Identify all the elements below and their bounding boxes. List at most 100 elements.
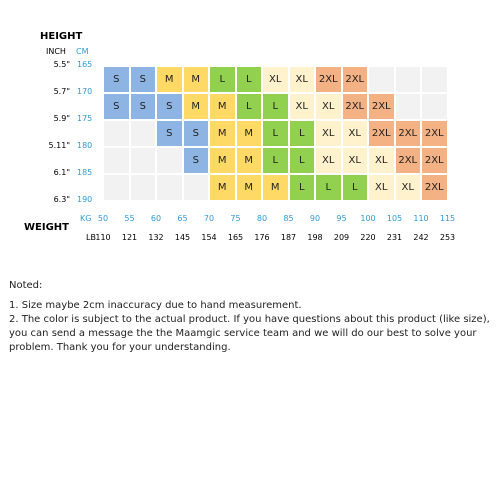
size-cell [129, 147, 156, 174]
inch-value: 5.7" [53, 87, 70, 96]
size-cell [394, 93, 421, 120]
size-cell [421, 93, 448, 120]
size-cell: S [103, 93, 130, 120]
lb-value: 165 [227, 233, 244, 242]
size-cell: XL [262, 66, 289, 93]
kg-value: 110 [413, 214, 429, 223]
size-cell: XL [315, 147, 342, 174]
lb-value: 176 [254, 233, 270, 242]
weight-label: WEIGHT [24, 222, 69, 233]
kg-label: KG [80, 214, 92, 223]
size-cell: M [209, 147, 236, 174]
kg-value: 115 [439, 214, 456, 223]
size-cell: M [262, 174, 289, 201]
kg-value: 105 [386, 214, 403, 223]
size-cell: L [262, 93, 289, 120]
size-cell: XL [368, 174, 395, 201]
size-cell: 2XL [341, 93, 368, 120]
kg-value: 80 [256, 214, 268, 223]
size-cell: L [235, 93, 262, 120]
size-cell [394, 66, 421, 93]
size-cell: XL [315, 93, 342, 120]
lb-value: 253 [439, 233, 456, 242]
size-cell: M [182, 66, 209, 93]
size-cell: XL [288, 66, 315, 93]
note-line: Noted: [9, 280, 43, 291]
kg-value: 95 [336, 214, 347, 223]
cm-value: 185 [77, 168, 93, 177]
kg-value: 50 [97, 214, 109, 223]
size-cell: M [209, 120, 236, 147]
size-cell: S [129, 66, 156, 93]
size-cell: S [103, 66, 130, 93]
size-cell: 2XL [368, 120, 395, 147]
lb-value: 110 [95, 233, 111, 242]
inch-value: 6.3" [53, 195, 70, 204]
lb-value: 220 [360, 233, 376, 242]
cm-label: CM [76, 47, 89, 56]
lb-value: 187 [280, 233, 297, 242]
size-cell: L [209, 66, 236, 93]
lb-value: 231 [386, 233, 403, 242]
size-cell: S [182, 147, 209, 174]
size-cell [103, 120, 130, 147]
size-cell: L [315, 174, 342, 201]
inch-value: 5.11" [48, 141, 71, 150]
cm-value: 180 [77, 141, 93, 150]
size-cell: 2XL [394, 147, 421, 174]
lb-value: 154 [201, 233, 217, 242]
height-label: HEIGHT [40, 31, 83, 42]
kg-value: 100 [360, 214, 376, 223]
size-cell: L [288, 147, 315, 174]
size-cell: S [129, 93, 156, 120]
inch-value: 6.1" [53, 168, 70, 177]
note-line: 2. The color is subject to the actual pr… [9, 314, 490, 353]
kg-value: 55 [124, 214, 135, 223]
size-cell: M [182, 93, 209, 120]
size-cell: L [341, 174, 368, 201]
lb-value: 242 [413, 233, 429, 242]
size-cell: XL [288, 93, 315, 120]
cm-value: 170 [77, 87, 93, 96]
size-cell: XL [341, 120, 368, 147]
inch-label: INCH [46, 47, 66, 56]
cm-value: 190 [77, 195, 93, 204]
size-cell: L [288, 174, 315, 201]
size-cell [129, 120, 156, 147]
size-cell: M [235, 174, 262, 201]
size-cell: XL [368, 147, 395, 174]
size-cell [129, 174, 156, 201]
kg-value: 70 [203, 214, 215, 223]
lb-label: LB [86, 233, 96, 242]
size-cell: L [262, 120, 289, 147]
size-cell: L [235, 66, 262, 93]
kg-value: 75 [230, 214, 241, 223]
size-cell: M [156, 66, 183, 93]
size-cell: 2XL [394, 120, 421, 147]
size-cell: M [235, 147, 262, 174]
size-cell: M [209, 174, 236, 201]
size-cell: S [182, 120, 209, 147]
size-cell: S [156, 93, 183, 120]
size-cell: XL [341, 147, 368, 174]
lb-value: 209 [333, 233, 350, 242]
size-cell [421, 66, 448, 93]
lb-value: 132 [148, 233, 164, 242]
kg-value: 60 [150, 214, 162, 223]
size-cell: M [235, 120, 262, 147]
notes: Noted: 1. Size maybe 2cm inaccuracy due t… [9, 279, 494, 355]
note-line: 1. Size maybe 2cm inaccuracy due to hand… [9, 300, 302, 311]
size-cell: 2XL [315, 66, 342, 93]
size-cell: L [288, 120, 315, 147]
size-cell [156, 174, 183, 201]
size-cell: 2XL [368, 93, 395, 120]
size-cell: 2XL [421, 120, 448, 147]
size-cell: 2XL [421, 174, 448, 201]
kg-value: 65 [177, 214, 188, 223]
inch-value: 5.9" [53, 114, 70, 123]
kg-value: 85 [283, 214, 294, 223]
size-cell: S [156, 120, 183, 147]
lb-value: 198 [307, 233, 323, 242]
inch-value: 5.5" [53, 60, 70, 69]
